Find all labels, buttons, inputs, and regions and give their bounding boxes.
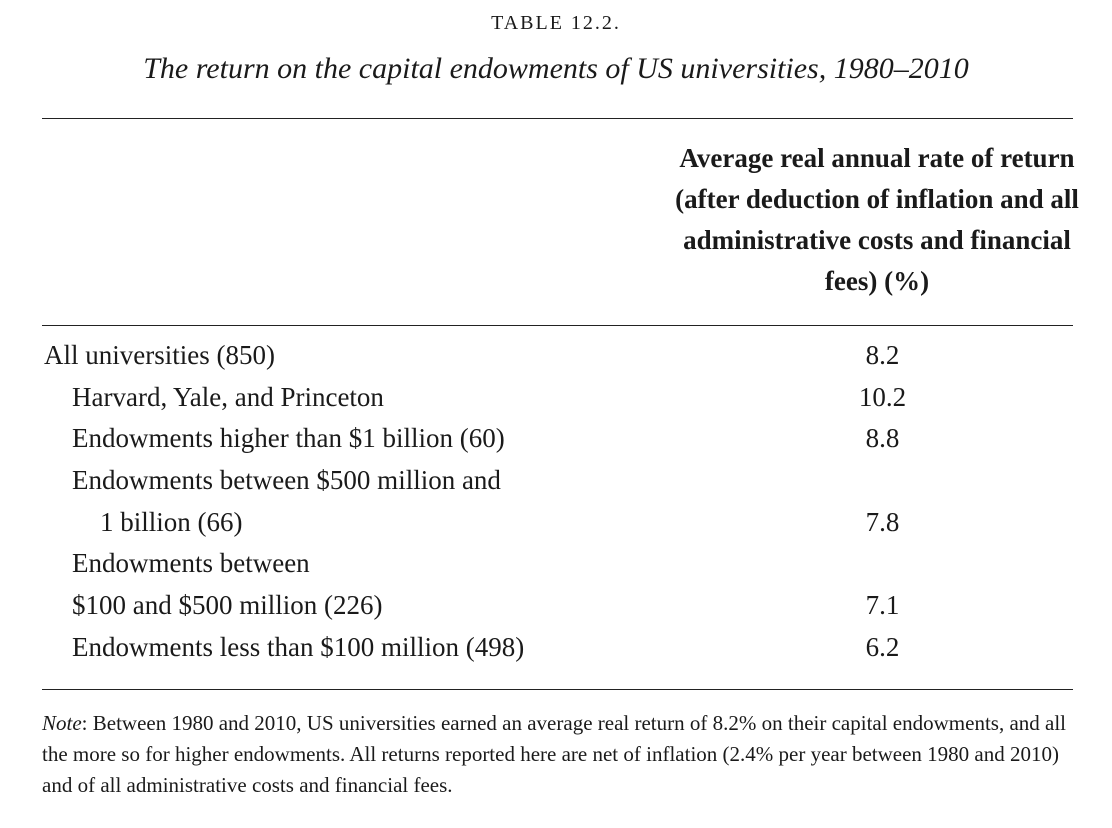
table-title: The return on the capital endowments of …	[143, 52, 969, 85]
row-label: All universities (850)	[44, 340, 275, 370]
table-row: 1 billion (66) 7.8	[0, 507, 1112, 547]
row-label: 1 billion (66)	[100, 507, 243, 537]
note-text: : Between 1980 and 2010, US universities…	[42, 711, 1067, 797]
table-row: Harvard, Yale, and Princeton 10.2	[0, 382, 1112, 422]
row-label: $100 and $500 million (226)	[72, 590, 383, 620]
table-row: Endowments higher than $1 billion (60) 8…	[0, 423, 1112, 463]
row-label: Harvard, Yale, and Princeton	[72, 382, 384, 412]
row-value: 6.2	[865, 632, 900, 662]
row-label: Endowments between $500 million and	[72, 465, 501, 495]
row-value: 7.8	[865, 507, 900, 537]
top-rule	[42, 118, 1073, 119]
table-row: Endowments between	[0, 548, 1112, 588]
table-row: All universities (850) 8.2	[0, 340, 1112, 380]
table-row: Endowments less than $100 million (498) …	[0, 632, 1112, 672]
column-header: Average real annual rate of return (afte…	[675, 143, 1079, 296]
row-value: 8.2	[865, 340, 900, 370]
table-note: Note: Between 1980 and 2010, US universi…	[42, 708, 1073, 801]
row-value: 8.8	[865, 423, 900, 453]
table-row: $100 and $500 million (226) 7.1	[0, 590, 1112, 630]
row-label: Endowments between	[72, 548, 310, 578]
header-rule	[42, 325, 1073, 326]
note-label: Note	[42, 711, 82, 735]
row-value: 10.2	[858, 382, 907, 412]
row-label: Endowments less than $100 million (498)	[72, 632, 525, 662]
bottom-rule	[42, 689, 1073, 690]
table-row: Endowments between $500 million and	[0, 465, 1112, 505]
row-value: 7.1	[865, 590, 900, 620]
row-label: Endowments higher than $1 billion (60)	[72, 423, 505, 453]
table-label: TABLE 12.2.	[491, 12, 621, 34]
